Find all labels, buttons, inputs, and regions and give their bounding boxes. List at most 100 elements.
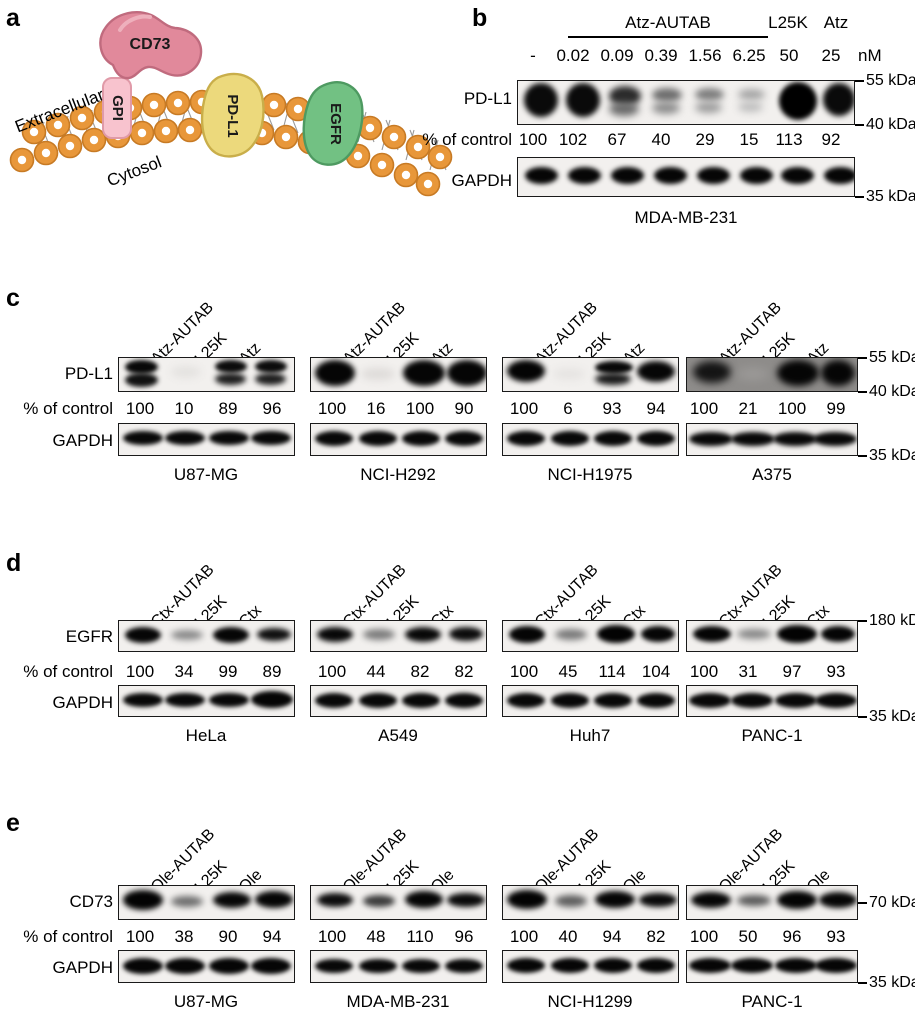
panel-letter-b: b	[472, 4, 488, 32]
kda-35-d: 35 kDa	[869, 708, 915, 725]
protein-gpi-label: GPI	[109, 95, 126, 121]
panel-letter-e: e	[6, 809, 20, 837]
tick-55kda-c	[858, 357, 867, 359]
kda-35-c: 35 kDa	[869, 447, 915, 464]
pct-d1-3: 99	[218, 662, 238, 681]
pct-c1-2: 10	[174, 399, 194, 418]
pct-c4-4: 99	[826, 399, 846, 418]
pct-c2-4: 90	[454, 399, 474, 418]
tick-70kda-e	[858, 902, 867, 904]
blot-cd73-panc1	[686, 885, 858, 920]
pct-e4-4: 93	[826, 927, 846, 946]
pct-value-b-1: 100	[518, 130, 548, 149]
pct-e4-1: 100	[689, 927, 719, 946]
blot-cd73-ncih1299	[502, 885, 679, 920]
tick-55kda-b	[855, 80, 864, 82]
blot-gapdh-d1	[118, 685, 295, 717]
tick-40kda-b	[855, 124, 864, 126]
pct-e3-2: 40	[558, 927, 578, 946]
pct-e2-3: 110	[406, 927, 434, 946]
dose-lane-8: 25	[821, 46, 841, 65]
dose-unit-label: nM	[858, 46, 882, 65]
cell-line-b: MDA-MB-231	[634, 208, 738, 227]
blot-pdl1-a375	[686, 357, 858, 392]
kda-35-b: 35 kDa	[866, 188, 915, 205]
protein-egfr-label: EGFR	[327, 103, 344, 145]
kda-55-c: 55 kDa	[869, 349, 915, 366]
cell-line-d2: A549	[378, 726, 418, 745]
pct-e4-3: 96	[782, 927, 802, 946]
cell-line-c3: NCI-H1975	[547, 465, 633, 484]
blot-egfr-a549	[310, 620, 487, 652]
cell-line-c2: NCI-H292	[360, 465, 436, 484]
blot-gapdh-b	[517, 157, 855, 197]
pct-e2-1: 100	[317, 927, 347, 946]
blot-gapdh-c2	[310, 423, 487, 456]
kda-35-e: 35 kDa	[869, 974, 915, 991]
pct-d1-2: 34	[174, 662, 194, 681]
row-label-cd73-e: CD73	[69, 892, 113, 911]
pct-c2-3: 100	[405, 399, 435, 418]
pct-d3-1: 100	[509, 662, 539, 681]
pct-d2-4: 82	[454, 662, 474, 681]
pct-label-d: % of control	[23, 662, 113, 681]
pct-d1-4: 89	[262, 662, 282, 681]
blot-gapdh-e1	[118, 950, 295, 983]
pct-c3-4: 94	[646, 399, 666, 418]
blot-pdl1-ncih1975	[502, 357, 679, 392]
pct-d1-1: 100	[125, 662, 155, 681]
tick-35kda-d	[858, 716, 867, 718]
blot-gapdh-e4	[686, 950, 858, 983]
cell-line-d3: Huh7	[569, 726, 611, 745]
dose-lane-6: 6.25	[732, 46, 766, 65]
row-label-egfr-d: EGFR	[65, 627, 113, 646]
blot-gapdh-c1	[118, 423, 295, 456]
pct-label-b: % of control	[422, 130, 512, 149]
dose-lane-5: 1.56	[688, 46, 722, 65]
pct-c1-3: 89	[218, 399, 238, 418]
blot-gapdh-c4	[686, 423, 858, 456]
pct-label-c: % of control	[23, 399, 113, 418]
pct-c3-2: 6	[563, 399, 573, 418]
kda-180-d: 180 kDa	[869, 612, 915, 629]
cell-line-c4: A375	[752, 465, 792, 484]
membrane-diagram: GPI CD73 PD-L1 EGFR Extracellular Cytoso…	[0, 0, 470, 230]
group-header-l25k: L25K	[768, 13, 808, 32]
blot-pdl1-u87mg	[118, 357, 295, 392]
protein-egfr: EGFR	[302, 81, 364, 166]
pct-e1-1: 100	[125, 927, 155, 946]
dose-lane-2: 0.02	[556, 46, 590, 65]
pct-c1-1: 100	[125, 399, 155, 418]
pct-d3-3: 114	[598, 662, 626, 681]
cell-line-d4: PANC-1	[741, 726, 803, 745]
pct-e1-4: 94	[262, 927, 282, 946]
row-label-gapdh-b: GAPDH	[451, 171, 512, 190]
dose-lane-3: 0.09	[600, 46, 634, 65]
pct-value-b-8: 92	[821, 130, 841, 149]
pct-c4-2: 21	[738, 399, 758, 418]
panel-letter-a: a	[6, 4, 20, 32]
pct-value-b-2: 102	[558, 130, 588, 149]
tick-35kda-b	[855, 196, 864, 198]
pct-d2-3: 82	[410, 662, 430, 681]
pct-c3-1: 100	[509, 399, 539, 418]
row-label-gapdh-e: GAPDH	[52, 958, 113, 977]
protein-pdl1: PD-L1	[200, 72, 265, 158]
pct-e1-3: 90	[218, 927, 238, 946]
group-header-atz-autab: Atz-AUTAB	[625, 13, 711, 32]
panel-letter-c: c	[6, 284, 20, 312]
pct-c1-4: 96	[262, 399, 282, 418]
row-label-pdl1-c: PD-L1	[64, 364, 113, 383]
dose-lane-7: 50	[779, 46, 799, 65]
blot-cd73-mdamb231	[310, 885, 487, 920]
pct-value-b-3: 67	[607, 130, 627, 149]
blot-gapdh-d2	[310, 685, 487, 717]
cell-line-e3: NCI-H1299	[547, 992, 633, 1011]
cell-line-c1: U87-MG	[173, 465, 239, 484]
blot-pdl1-mda-mb-231	[517, 80, 855, 125]
pct-d4-3: 97	[782, 662, 802, 681]
pct-e3-3: 94	[602, 927, 622, 946]
blot-pdl1-ncih292	[310, 357, 487, 392]
pct-value-b-4: 40	[651, 130, 671, 149]
blot-egfr-panc1	[686, 620, 858, 652]
